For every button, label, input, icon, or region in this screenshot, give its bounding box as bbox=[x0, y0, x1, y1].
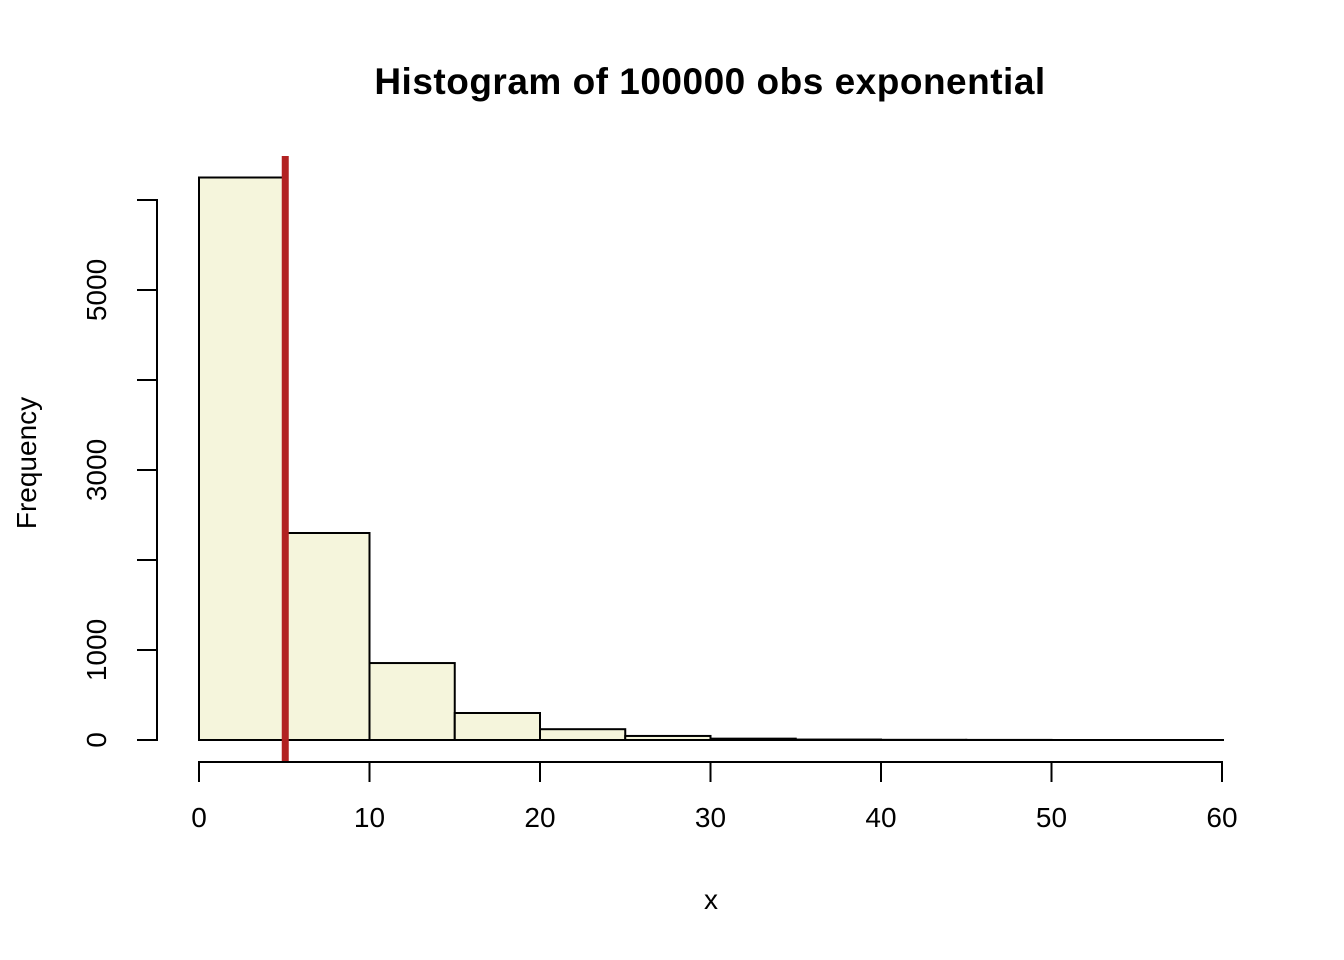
histogram-bar bbox=[198, 176, 286, 741]
histogram-bar bbox=[453, 712, 541, 741]
x-tick-label: 50 bbox=[1035, 802, 1068, 833]
x-tick-label: 60 bbox=[1206, 802, 1238, 833]
x-tick-label: 0 bbox=[191, 802, 207, 833]
x-tick-label: 20 bbox=[524, 802, 556, 833]
x-axis-title: x bbox=[704, 884, 718, 915]
histogram-bar bbox=[283, 532, 371, 741]
y-tick-label: 1000 bbox=[81, 618, 112, 682]
histogram-bar bbox=[539, 728, 627, 742]
x-tick-label: 30 bbox=[694, 802, 727, 833]
x-tick-label: 10 bbox=[353, 802, 386, 833]
y-tick-label: 5000 bbox=[81, 258, 112, 322]
histogram-bar bbox=[368, 662, 456, 741]
chart-title: Histogram of 100000 obs exponential bbox=[374, 61, 1046, 102]
x-tick-label: 40 bbox=[865, 802, 897, 833]
y-tick-label: 3000 bbox=[81, 438, 112, 502]
y-tick-label: 0 bbox=[81, 732, 112, 748]
